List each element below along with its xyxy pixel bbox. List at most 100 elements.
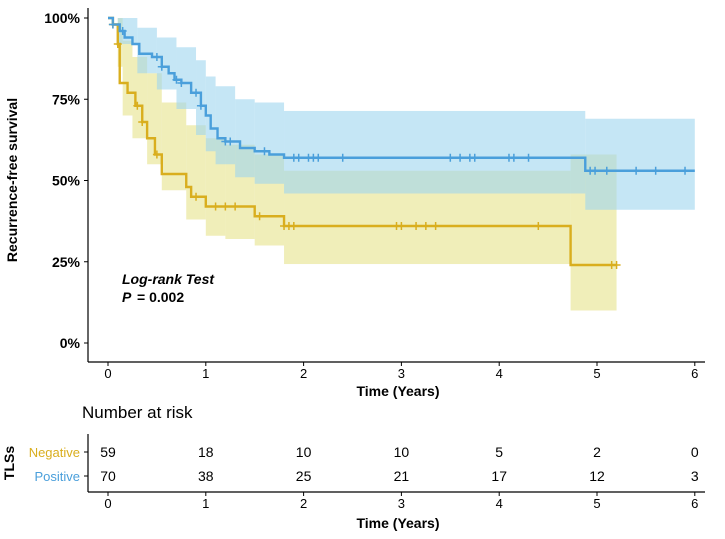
positive-censor-mark — [108, 20, 117, 29]
positive-censor-mark — [591, 166, 600, 175]
y-tick-label: 100% — [44, 10, 80, 26]
risk-count: 21 — [394, 468, 410, 484]
negative-censor-mark — [192, 192, 201, 201]
risk-count: 25 — [296, 468, 312, 484]
positive-censor-mark — [446, 153, 455, 162]
positive-censor-mark — [632, 166, 641, 175]
positive-censor-mark — [651, 166, 660, 175]
positive-censor-mark — [152, 53, 161, 61]
positive-ci-band — [215, 86, 236, 165]
risk-x-tick-label: 1 — [202, 496, 209, 511]
risk-row-label-negative: Negative — [29, 445, 80, 460]
risk-table-title: Number at risk — [82, 403, 193, 422]
negative-censor-mark — [412, 222, 421, 230]
negative-censor-mark — [612, 261, 621, 269]
positive-ci-band — [284, 110, 586, 194]
positive-survival-curve — [108, 16, 695, 172]
negative-censor-mark — [421, 222, 430, 230]
survival-curves — [108, 16, 695, 267]
positive-censor-mark — [681, 166, 690, 175]
y-tick-label: 50% — [52, 173, 81, 189]
x-tick-label: 2 — [300, 366, 307, 381]
negative-censor-mark — [211, 202, 220, 211]
positive-censor-mark — [294, 153, 303, 162]
risk-count: 10 — [394, 444, 410, 460]
logrank-title: Log-rank Test — [122, 271, 215, 287]
risk-count: 18 — [198, 444, 214, 460]
p-value-text: = 0.002 — [137, 289, 184, 305]
x-tick-label: 5 — [593, 366, 600, 381]
x-tick-label: 4 — [496, 366, 503, 381]
risk-count: 59 — [100, 444, 116, 460]
x-tick-label: 1 — [202, 366, 209, 381]
negative-censor-mark — [113, 40, 122, 48]
confidence-bands — [117, 18, 695, 311]
y-tick-label: 0% — [60, 335, 81, 351]
positive-ci-band — [585, 118, 695, 210]
risk-x-tick-label: 4 — [496, 496, 503, 511]
x-axis-label: Time (Years) — [356, 383, 439, 399]
x-tick-label: 6 — [691, 366, 698, 381]
positive-censor-mark — [456, 153, 465, 162]
risk-count: 70 — [100, 468, 116, 484]
negative-ci-band — [161, 102, 187, 191]
risk-count: 0 — [691, 444, 699, 460]
risk-x-tick-label: 3 — [398, 496, 405, 511]
y-tick-label: 25% — [52, 254, 81, 270]
y-ticks: 0% 25% 50% 75% 100% — [44, 10, 88, 351]
positive-censor-mark — [172, 75, 181, 84]
positive-censor-mark — [192, 88, 201, 97]
negative-censor-mark — [255, 212, 264, 221]
risk-x-tick-label: 5 — [593, 496, 600, 511]
risk-count: 17 — [491, 468, 507, 484]
risk-x-axis-label: Time (Years) — [356, 515, 439, 531]
negative-ci-band — [147, 73, 162, 165]
risk-y-label: TLSs — [1, 446, 17, 480]
positive-censor-mark — [602, 166, 611, 175]
positive-censor-mark — [226, 137, 235, 146]
risk-count: 12 — [589, 468, 605, 484]
positive-censor-mark — [509, 153, 518, 162]
risk-x-ticks: 0 1 2 3 4 5 6 — [104, 492, 698, 511]
y-axis-label: Recurrence-free survival — [4, 98, 20, 262]
positive-censor-mark — [157, 62, 166, 71]
censor-marks — [108, 20, 690, 269]
positive-censor-mark — [118, 27, 127, 35]
x-ticks: 0 1 2 3 4 5 6 — [104, 362, 698, 381]
x-tick-label: 0 — [104, 366, 111, 381]
risk-count: 38 — [198, 468, 214, 484]
risk-x-tick-label: 6 — [691, 496, 698, 511]
positive-censor-mark — [177, 79, 186, 87]
negative-ci-band — [186, 125, 206, 220]
positive-ci-band — [176, 47, 197, 109]
risk-x-tick-label: 0 — [104, 496, 111, 511]
negative-ci-band — [122, 40, 133, 116]
positive-ci-band — [254, 102, 285, 184]
positive-ci-band — [205, 76, 216, 152]
positive-censor-mark — [524, 153, 533, 162]
negative-censor-mark — [231, 202, 240, 211]
positive-ci-band — [137, 27, 157, 74]
positive-censor-mark — [338, 153, 347, 162]
risk-table: Negative 59 18 10 10 5 2 0 Positive 70 38 25 21 17 12 3 — [29, 444, 699, 484]
p-label: P — [122, 289, 132, 305]
negative-survival-curve — [108, 16, 617, 267]
negative-censor-mark — [138, 118, 147, 126]
risk-count: 5 — [495, 444, 503, 460]
risk-row-label-positive: Positive — [34, 469, 80, 484]
negative-censor-mark — [221, 202, 230, 211]
risk-count: 10 — [296, 444, 312, 460]
negative-censor-mark — [534, 222, 543, 230]
positive-censor-mark — [260, 147, 269, 156]
x-tick-label: 3 — [398, 366, 405, 381]
positive-ci-band — [156, 37, 177, 90]
risk-count: 2 — [593, 444, 601, 460]
negative-censor-mark — [431, 222, 440, 230]
positive-censor-mark — [470, 153, 479, 162]
y-tick-label: 75% — [52, 91, 81, 107]
negative-censor-mark — [289, 222, 298, 230]
positive-censor-mark — [314, 153, 323, 162]
risk-x-tick-label: 2 — [300, 496, 307, 511]
negative-censor-mark — [397, 222, 406, 230]
